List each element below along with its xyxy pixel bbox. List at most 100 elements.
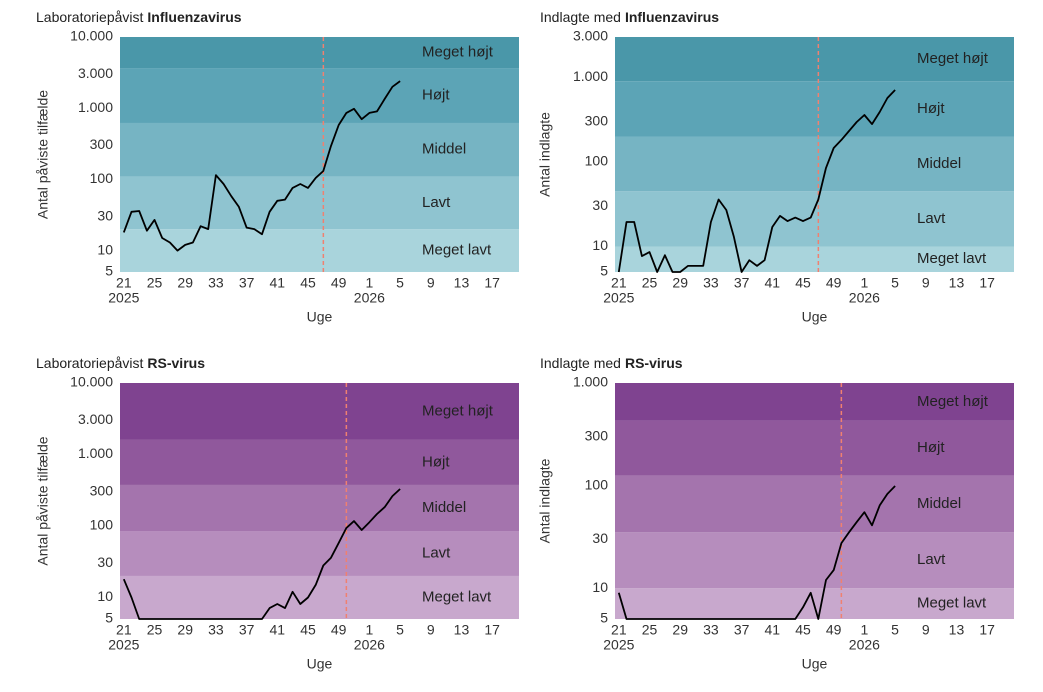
x-tick-label: 9 <box>427 622 435 638</box>
level-band <box>615 191 1014 247</box>
x-tick-label: 33 <box>703 275 719 291</box>
year-label: 2025 <box>603 290 634 306</box>
title-text: Indlagte med <box>540 355 621 371</box>
x-tick-label: 17 <box>979 622 995 638</box>
band-label: Lavt <box>422 194 451 211</box>
x-tick-label: 21 <box>116 275 132 291</box>
level-band <box>120 531 519 576</box>
x-axis-label: Uge <box>307 309 333 325</box>
y-tick-label: 100 <box>90 517 114 533</box>
year-label: 2026 <box>849 290 880 306</box>
x-tick-label: 5 <box>891 622 899 638</box>
y-tick-label: 3.000 <box>573 28 608 44</box>
x-tick-label: 13 <box>454 275 470 291</box>
x-tick-label: 9 <box>427 275 435 291</box>
year-label: 2025 <box>108 290 139 306</box>
year-label: 2026 <box>354 290 385 306</box>
chart-title: Laboratoriepåvist Influenzavirus <box>36 9 242 25</box>
band-label: Meget lavt <box>917 595 987 612</box>
title-text: Laboratoriepåvist <box>36 355 144 371</box>
level-band <box>615 136 1014 192</box>
band-label: Meget højt <box>917 393 989 410</box>
y-tick-label: 10.000 <box>70 374 113 390</box>
level-band <box>120 575 519 619</box>
band-label: Lavt <box>917 551 946 568</box>
band-label: Højt <box>917 439 945 456</box>
x-tick-label: 1 <box>860 622 868 638</box>
level-band <box>120 484 519 532</box>
level-band <box>615 420 1014 476</box>
x-tick-label: 25 <box>147 622 163 638</box>
y-tick-label: 10 <box>592 579 608 595</box>
x-tick-label: 29 <box>672 275 688 291</box>
x-tick-label: 37 <box>734 275 750 291</box>
x-tick-label: 21 <box>116 622 132 638</box>
chart-title: Indlagte med Influenzavirus <box>540 9 719 25</box>
x-tick-label: 37 <box>734 622 750 638</box>
x-tick-label: 49 <box>826 622 842 638</box>
x-tick-label: 21 <box>611 275 627 291</box>
x-tick-label: 1 <box>365 622 373 638</box>
level-band <box>615 37 1014 82</box>
band-label: Meget lavt <box>917 250 987 267</box>
x-tick-label: 5 <box>396 275 404 291</box>
x-tick-label: 25 <box>642 275 658 291</box>
band-label: Højt <box>422 453 450 470</box>
year-label: 2026 <box>354 637 385 653</box>
y-tick-label: 30 <box>97 207 113 223</box>
level-band <box>120 439 519 485</box>
band-label: Meget højt <box>422 44 494 61</box>
x-tick-label: 13 <box>454 622 470 638</box>
band-label: Meget højt <box>422 402 494 419</box>
x-tick-label: 49 <box>826 275 842 291</box>
x-tick-label: 13 <box>949 622 965 638</box>
y-tick-label: 1.000 <box>573 68 608 84</box>
band-label: Højt <box>917 100 945 117</box>
x-axis-label: Uge <box>802 656 828 672</box>
x-tick-label: 41 <box>270 275 286 291</box>
band-label: Meget lavt <box>422 242 492 259</box>
chart-title: Laboratoriepåvist RS-virus <box>36 355 205 371</box>
y-tick-label: 100 <box>585 476 609 492</box>
y-axis-label: Antal påviste tilfælde <box>35 90 51 219</box>
y-tick-label: 5 <box>105 263 113 279</box>
year-label: 2025 <box>603 637 634 653</box>
title-text: Indlagte med <box>540 9 621 25</box>
level-band <box>120 176 519 230</box>
level-band <box>120 229 519 272</box>
year-label: 2025 <box>108 637 139 653</box>
y-tick-label: 100 <box>90 170 114 186</box>
x-tick-label: 37 <box>239 275 255 291</box>
x-tick-label: 45 <box>300 622 316 638</box>
x-tick-label: 29 <box>177 275 193 291</box>
x-tick-label: 25 <box>642 622 658 638</box>
x-tick-label: 17 <box>484 275 500 291</box>
x-tick-label: 29 <box>672 622 688 638</box>
y-tick-label: 5 <box>105 610 113 626</box>
y-tick-label: 100 <box>585 153 609 169</box>
level-band <box>615 532 1014 589</box>
data-line <box>122 488 401 620</box>
x-tick-label: 1 <box>365 275 373 291</box>
title-text: Laboratoriepåvist <box>36 9 144 25</box>
x-tick-label: 5 <box>891 275 899 291</box>
band-label: Lavt <box>422 544 451 561</box>
x-tick-label: 9 <box>922 622 930 638</box>
y-axis-label: Antal påviste tilfælde <box>35 436 51 565</box>
x-tick-label: 41 <box>765 622 781 638</box>
title-emphasis: RS-virus <box>147 355 205 371</box>
x-tick-label: 13 <box>949 275 965 291</box>
x-tick-label: 33 <box>208 275 224 291</box>
x-tick-label: 29 <box>177 622 193 638</box>
x-tick-label: 45 <box>300 275 316 291</box>
level-band <box>120 383 519 440</box>
y-axis-label: Antal indlagte <box>537 112 553 197</box>
band-label: Lavt <box>917 210 946 227</box>
band-label: Middel <box>422 499 466 516</box>
y-tick-label: 300 <box>90 483 114 499</box>
band-label: Middel <box>917 155 961 172</box>
x-tick-label: 33 <box>703 622 719 638</box>
y-tick-label: 300 <box>585 112 609 128</box>
x-tick-label: 45 <box>795 275 811 291</box>
